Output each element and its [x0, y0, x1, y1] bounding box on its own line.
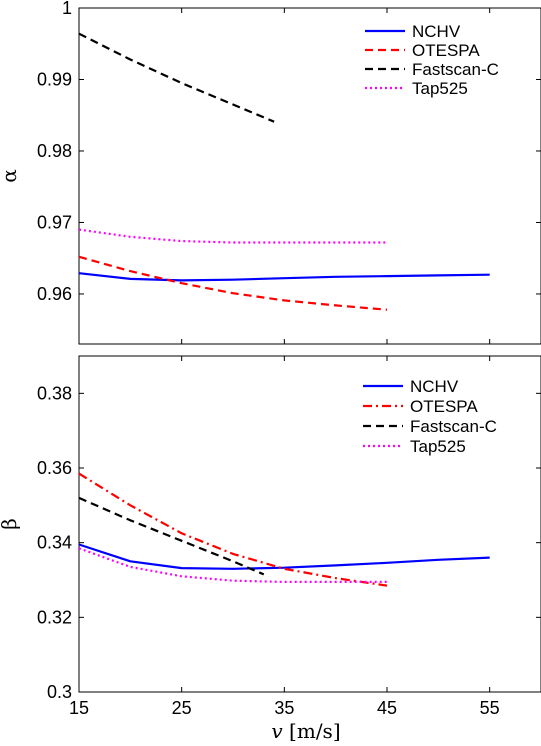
x-axis-label-variable: v: [271, 719, 283, 743]
x-tick-label: 55: [480, 698, 500, 718]
series-line-fastscan-c: [78, 496, 265, 576]
series-line-tap525: [78, 228, 387, 244]
legend-label: NCHV: [410, 377, 459, 396]
y-axis-label: α: [0, 169, 21, 183]
plot-frame: [78, 7, 541, 345]
x-tick-label: 35: [274, 698, 294, 718]
y-tick-label: 0.97: [37, 212, 72, 232]
series-line-otespa: [78, 255, 388, 311]
y-tick-label: 0.98: [37, 141, 72, 161]
y-tick-label: 0.36: [37, 458, 72, 478]
series-line-nchv: [78, 543, 490, 570]
y-tick-label: 0.38: [37, 383, 72, 403]
x-axis-label-unit: [m/s]: [283, 719, 341, 743]
series-line-otespa: [78, 472, 388, 587]
x-tick-label: 45: [377, 698, 397, 718]
legend-label: Tap525: [412, 79, 468, 98]
legend-label: Fastscan-C: [410, 417, 497, 436]
legend-label: Fastscan-C: [412, 60, 499, 79]
legend-label: NCHV: [412, 22, 461, 41]
y-tick-label: 0.34: [37, 533, 72, 553]
y-tick-label: 0.3: [47, 682, 72, 702]
series-line-tap525: [78, 547, 387, 584]
y-tick-label: 1: [62, 0, 72, 18]
series-line-nchv: [78, 272, 490, 282]
beta-panel: 0.3 0.32 0.34 0.36 0.38 15 25 35 45 55 β NCHVOTESPA…: [0, 355, 541, 718]
legend-label: Tap525: [410, 437, 466, 456]
series-line-fastscan-c: [78, 32, 275, 123]
alpha-panel: 0.96 0.97 0.98 0.99 1 α NCHVOTESPAFastscan-CTa…: [0, 0, 541, 345]
y-tick-label: 0.32: [37, 607, 72, 627]
x-tick-label: 15: [69, 698, 89, 718]
plot-frame: [78, 355, 541, 693]
x-tick-label: 25: [172, 698, 192, 718]
legend-label: OTESPA: [410, 397, 478, 416]
y-tick-label: 0.99: [37, 69, 72, 89]
x-axis-label: v [m/s]: [271, 719, 340, 743]
y-axis-label: β: [0, 518, 21, 530]
y-tick-label: 0.96: [37, 284, 72, 304]
legend-label: OTESPA: [412, 41, 480, 60]
